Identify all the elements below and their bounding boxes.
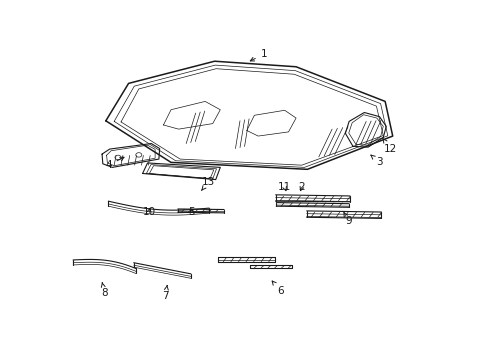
Text: 1: 1 — [250, 49, 266, 61]
Text: 10: 10 — [142, 207, 155, 217]
Text: 12: 12 — [382, 139, 396, 153]
Text: 9: 9 — [343, 212, 351, 226]
Text: 2: 2 — [298, 183, 305, 192]
Text: 13: 13 — [201, 177, 214, 190]
Text: 7: 7 — [162, 285, 168, 301]
Text: 8: 8 — [101, 283, 108, 298]
Text: 6: 6 — [272, 281, 284, 296]
Text: 4: 4 — [105, 157, 124, 170]
Text: 5: 5 — [188, 207, 195, 217]
Text: 11: 11 — [278, 183, 291, 192]
Text: 3: 3 — [370, 155, 382, 167]
